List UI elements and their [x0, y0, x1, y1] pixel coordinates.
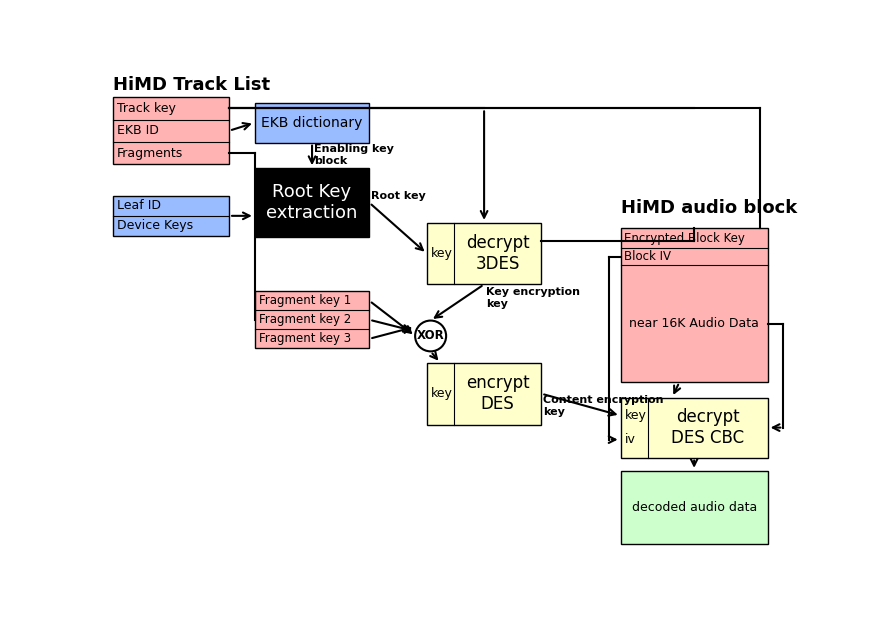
Text: key: key [431, 387, 453, 400]
Text: Enabling key
block: Enabling key block [315, 144, 394, 166]
FancyBboxPatch shape [255, 291, 370, 349]
Text: decoded audio data: decoded audio data [631, 501, 757, 514]
FancyBboxPatch shape [112, 97, 229, 164]
Circle shape [415, 321, 446, 352]
Text: Root Key
extraction: Root Key extraction [266, 184, 358, 222]
FancyBboxPatch shape [621, 228, 767, 382]
Text: Fragment key 3: Fragment key 3 [259, 332, 351, 345]
Text: Fragments: Fragments [117, 146, 183, 159]
FancyBboxPatch shape [621, 397, 767, 457]
Text: decrypt
3DES: decrypt 3DES [466, 234, 529, 273]
Text: key: key [624, 409, 646, 422]
Text: encrypt
DES: encrypt DES [466, 375, 529, 413]
FancyBboxPatch shape [621, 471, 767, 544]
Text: decrypt
DES CBC: decrypt DES CBC [671, 408, 744, 447]
FancyBboxPatch shape [426, 363, 542, 425]
Text: key: key [431, 247, 453, 260]
Text: Block IV: Block IV [624, 250, 671, 263]
Text: XOR: XOR [417, 329, 445, 342]
Text: Content encryption
key: Content encryption key [543, 396, 664, 417]
FancyBboxPatch shape [112, 196, 229, 236]
Text: Key encryption
key: Key encryption key [486, 287, 580, 309]
Text: Fragment key 2: Fragment key 2 [259, 313, 351, 326]
FancyBboxPatch shape [255, 168, 370, 237]
Text: near 16K Audio Data: near 16K Audio Data [630, 317, 759, 330]
Text: Leaf ID: Leaf ID [117, 200, 160, 213]
Text: Root key: Root key [371, 191, 426, 201]
Text: Encrypted Block Key: Encrypted Block Key [624, 232, 746, 245]
Text: EKB ID: EKB ID [117, 124, 159, 137]
Text: Track key: Track key [117, 102, 175, 115]
Text: Device Keys: Device Keys [117, 219, 193, 232]
Text: iv: iv [624, 433, 635, 446]
Text: EKB dictionary: EKB dictionary [262, 116, 363, 130]
FancyBboxPatch shape [255, 103, 370, 143]
Text: HiMD audio block: HiMD audio block [621, 198, 797, 217]
Text: Fragment key 1: Fragment key 1 [259, 294, 351, 307]
FancyBboxPatch shape [426, 222, 542, 284]
Text: HiMD Track List: HiMD Track List [112, 76, 270, 94]
